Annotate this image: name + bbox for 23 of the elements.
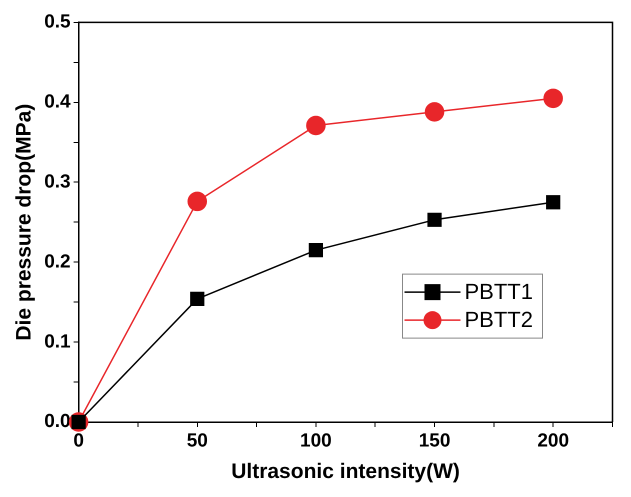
- text: 0.0: [44, 411, 71, 432]
- x-tick-label: 50: [186, 430, 208, 452]
- point: [188, 192, 208, 212]
- y-tick-label: 0.4: [44, 92, 72, 113]
- point: [424, 102, 444, 122]
- y-axis-title: Die pressure drop(MPa): [12, 104, 36, 341]
- x-tick-label: 200: [537, 430, 570, 452]
- x-tick-label: 100: [300, 430, 332, 452]
- point: [306, 116, 326, 136]
- legend-label: PBTT1: [464, 279, 533, 304]
- legend-label: PBTT2: [464, 307, 533, 332]
- x-tick-label: 0: [73, 430, 84, 452]
- point: [427, 212, 442, 227]
- point: [190, 292, 204, 306]
- point: [308, 243, 324, 258]
- y-tick-label: 0.5: [44, 12, 72, 33]
- y-tick-label: 0.1: [44, 331, 72, 352]
- point: [543, 88, 563, 108]
- y-tick-label: 0.3: [44, 171, 71, 192]
- x-tick-label: 150: [418, 430, 450, 452]
- y-tick-label: 0.2: [44, 251, 71, 272]
- point: [546, 195, 560, 210]
- x-axis-title: Ultrasonic intensity(W): [231, 460, 460, 484]
